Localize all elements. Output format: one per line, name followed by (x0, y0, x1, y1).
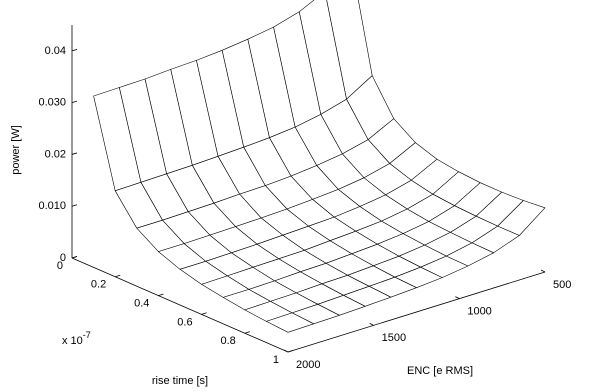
y-tick (369, 322, 374, 326)
x-multiplier: x 10-7 (62, 330, 91, 347)
y-tick (455, 296, 460, 300)
z-tick (71, 49, 78, 52)
z-tick (71, 152, 78, 155)
x-tick (287, 350, 294, 353)
x-tick (71, 256, 78, 259)
y-tick-label: 1000 (467, 306, 491, 318)
y-tick-label: 1500 (382, 332, 406, 344)
y-tick-label: 2000 (296, 359, 320, 371)
z-tick (71, 100, 78, 104)
x-tick-label: 0.6 (177, 316, 192, 328)
x-tick-label: 0.2 (91, 279, 106, 291)
x-tick-label: 0 (57, 260, 63, 272)
z-tick-label: 0.02 (45, 148, 66, 160)
y-axis-label: ENC [e RMS] (407, 365, 473, 377)
y-tick (283, 349, 289, 353)
z-tick-label: 0.010 (38, 200, 66, 212)
x-multiplier-base: x 10 (62, 335, 83, 347)
x-tick-label: 0.4 (134, 298, 149, 310)
x-axis-line (71, 257, 289, 353)
x-tick (158, 293, 164, 296)
y-axis-line (287, 271, 546, 353)
x-tick (244, 331, 250, 334)
x-multiplier-exponent: -7 (83, 330, 91, 340)
surface-cell (266, 312, 315, 333)
y-tick-label: 500 (553, 279, 571, 291)
z-axis-label: power [W] (10, 125, 22, 175)
x-axis-label: rise time [s] (152, 375, 208, 387)
y-tick (540, 269, 546, 273)
x-tick-label: 0.8 (221, 335, 236, 347)
z-tick-label: 0.030 (38, 97, 66, 109)
z-tick-label: 0.04 (45, 45, 66, 57)
x-tick (201, 312, 207, 315)
x-tick-label: 1 (273, 354, 279, 366)
z-tick (71, 204, 78, 207)
x-tick (115, 274, 121, 278)
z-tick-label: 0 (60, 252, 66, 264)
